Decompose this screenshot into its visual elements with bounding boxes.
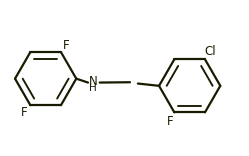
Text: H: H bbox=[89, 83, 97, 93]
Text: F: F bbox=[167, 115, 174, 128]
Text: Cl: Cl bbox=[204, 45, 216, 58]
Text: F: F bbox=[63, 39, 69, 52]
Text: N: N bbox=[89, 75, 98, 88]
Text: F: F bbox=[20, 107, 27, 119]
